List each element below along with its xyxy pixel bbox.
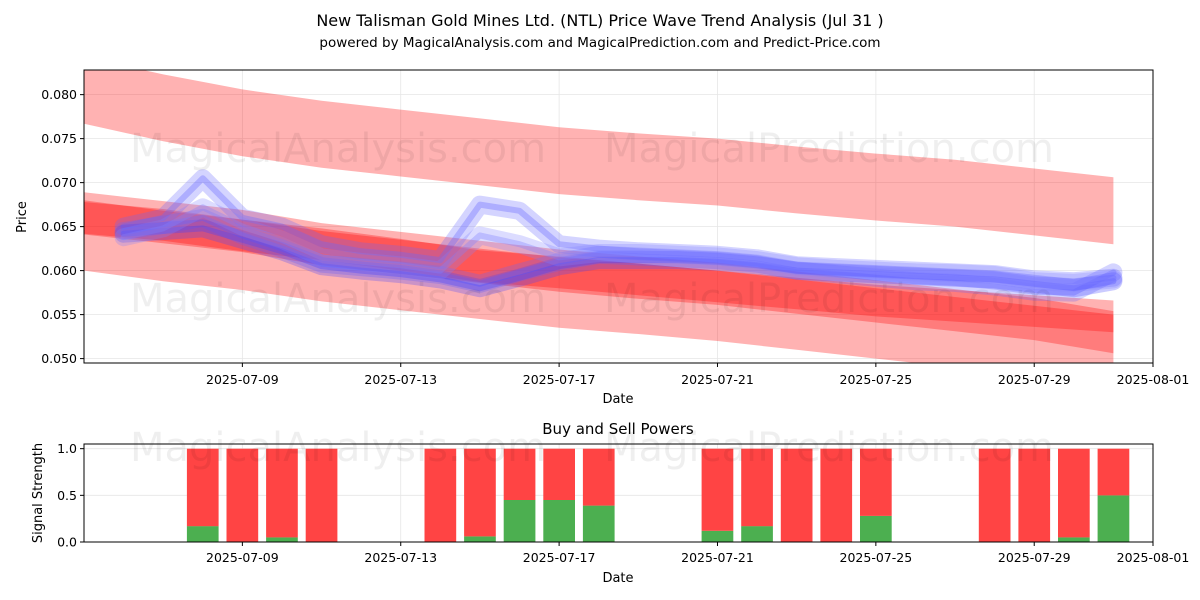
trend-band-4 (84, 202, 1114, 333)
chart-title: New Talisman Gold Mines Ltd. (NTL) Price… (316, 11, 883, 30)
buy-power-bar (582, 505, 615, 542)
main-y-tick-label: 0.075 (41, 131, 77, 146)
sell-power-bar (780, 448, 813, 542)
signal-bars (186, 448, 1130, 542)
main-watermarks: MagicalAnalysis.com MagicalPrediction.co… (130, 126, 1054, 322)
buy-power-bar (503, 500, 536, 542)
signal-chart-title: Buy and Sell Powers (542, 420, 694, 438)
sell-power-bar (978, 448, 1011, 542)
chart-subtitle: powered by MagicalAnalysis.com and Magic… (319, 35, 880, 51)
signal-x-tick-label: 2025-08-01 (1117, 550, 1190, 565)
main-y-ticks: 0.050 0.055 0.060 0.065 0.070 0.075 0.080 (41, 87, 84, 366)
main-x-ticks: 2025-07-09 2025-07-13 2025-07-17 2025-07-21… (206, 363, 1189, 387)
signal-y-tick-label: 0.0 (57, 535, 77, 550)
signal-x-tick-label: 2025-07-17 (523, 550, 596, 565)
sell-power-bar (582, 448, 615, 506)
signal-x-tick-label: 2025-07-09 (206, 550, 279, 565)
signal-y-tick-label: 1.0 (57, 441, 77, 456)
watermark-2: MagicalPrediction.com (604, 126, 1054, 172)
watermark-5: MagicalAnalysis.com (130, 425, 546, 471)
main-x-tick-label: 2025-07-29 (998, 372, 1071, 387)
sell-power-bar (503, 448, 536, 500)
sell-power-bar (1018, 448, 1051, 542)
watermark-1: MagicalAnalysis.com (130, 126, 546, 172)
buy-power-bar (741, 526, 773, 542)
main-y-tick-label: 0.055 (41, 307, 77, 322)
price-wave-core-3 (120, 225, 1117, 292)
signal-y-axis-label: Signal Strength (31, 443, 46, 543)
buy-power-bar (1097, 495, 1130, 542)
buy-power-bar (186, 526, 219, 542)
price-wave-4 (114, 198, 1123, 292)
main-y-tick-label: 0.070 (41, 175, 77, 190)
buy-power-bar (701, 530, 734, 542)
sell-power-bar (424, 448, 457, 542)
main-trend-bands (84, 70, 1114, 363)
main-y-tick-label: 0.065 (41, 219, 77, 234)
sell-power-bar (226, 448, 259, 542)
sell-power-bar (266, 448, 298, 538)
signal-x-ticks: 2025-07-09 2025-07-13 2025-07-17 2025-07-21… (206, 542, 1189, 565)
main-plot-frame (83, 69, 1154, 364)
trend-band-1 (84, 70, 1114, 245)
main-x-tick-label: 2025-07-13 (364, 372, 437, 387)
trend-band-3 (84, 200, 1114, 363)
main-x-tick-label: 2025-07-17 (523, 372, 596, 387)
sell-power-bar (741, 448, 773, 527)
price-wave-core-4 (120, 204, 1117, 286)
sell-power-bar (860, 448, 892, 516)
signal-watermarks: MagicalAnalysis.com MagicalPrediction.co… (130, 425, 1054, 471)
signal-y-tick-label: 0.5 (57, 488, 77, 503)
main-y-tick-label: 0.060 (41, 263, 77, 278)
main-y-tick-label: 0.080 (41, 87, 77, 102)
main-y-tick-label: 0.050 (41, 351, 77, 366)
signal-plot-frame (83, 443, 1154, 543)
sell-power-bar (820, 448, 853, 542)
sell-power-bar (543, 448, 575, 500)
signal-x-tick-label: 2025-07-21 (681, 550, 754, 565)
price-wave-1 (114, 169, 1123, 291)
main-x-tick-label: 2025-08-01 (1117, 372, 1190, 387)
sell-power-bar (305, 448, 338, 542)
watermark-6: MagicalPrediction.com (604, 425, 1054, 471)
main-y-axis-label: Price (15, 201, 30, 233)
main-x-tick-label: 2025-07-09 (206, 372, 279, 387)
signal-y-ticks: 0.0 0.5 1.0 (57, 441, 84, 550)
watermark-4: MagicalPrediction.com (604, 276, 1054, 322)
main-x-tick-label: 2025-07-21 (681, 372, 754, 387)
sell-power-bar (1058, 448, 1090, 538)
price-wave-core-2 (120, 214, 1117, 296)
sell-power-bar (701, 448, 734, 531)
buy-power-bar (266, 537, 298, 542)
trend-band-2 (84, 192, 1114, 354)
buy-power-bar (543, 500, 575, 542)
buy-power-bar (860, 515, 892, 542)
sell-power-bar (1097, 448, 1130, 496)
sell-power-bar (186, 448, 219, 527)
main-price-waves (114, 169, 1123, 302)
main-x-axis-label: Date (602, 392, 633, 407)
buy-power-bar (464, 536, 496, 542)
buy-power-bar (1058, 537, 1090, 542)
signal-x-tick-label: 2025-07-25 (840, 550, 913, 565)
signal-x-tick-label: 2025-07-29 (998, 550, 1071, 565)
sell-power-bar (464, 448, 496, 537)
signal-x-axis-label: Date (602, 571, 633, 586)
signal-x-tick-label: 2025-07-13 (364, 550, 437, 565)
price-wave-2 (114, 208, 1123, 302)
main-x-tick-label: 2025-07-25 (840, 372, 913, 387)
price-wave-3 (114, 219, 1123, 298)
price-wave-core-1 (120, 175, 1117, 285)
watermark-3: MagicalAnalysis.com (130, 276, 546, 322)
